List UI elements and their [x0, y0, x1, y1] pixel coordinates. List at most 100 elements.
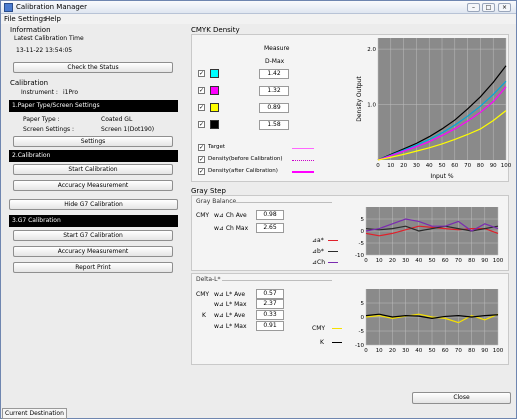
ch-max-label: w⊿ Ch Max	[214, 225, 249, 232]
density-chart-ytick-0: 1.0	[367, 103, 376, 109]
density-chart-series-1	[377, 80, 507, 161]
density-chart-xlabel: Input %	[430, 173, 453, 180]
menu-help[interactable]: Help	[45, 15, 61, 23]
gray-balance-chart-xtick-10: 100	[493, 258, 504, 264]
density-chart-ytick-1: 2.0	[367, 47, 376, 53]
delta-l-chart-xtick-8: 80	[468, 348, 475, 354]
close-icon[interactable]: ×	[498, 3, 511, 12]
delta-l-chart-xtick-3: 30	[402, 348, 409, 354]
report-print-button[interactable]: Report Print	[13, 262, 173, 273]
instrument-value: i1Pro	[63, 89, 79, 96]
density-chart-series-0	[377, 65, 507, 161]
gray-balance-chart-xtick-9: 90	[481, 258, 488, 264]
black-swatch	[210, 120, 219, 129]
density-chart-xtick-2: 20	[400, 163, 407, 169]
cmy-l-max-label: w⊿ L* Max	[214, 301, 247, 308]
delta-l-chart-xtick-6: 60	[442, 348, 449, 354]
density-chart-series-3	[377, 110, 507, 161]
gray-balance-chart-ytick-2: -5	[359, 241, 365, 247]
density-curve-chart: 0 10 20 30 40 50 60 70 80 90 100 1.0 2.0 Input % Den…	[356, 38, 512, 180]
magenta-checkbox[interactable]: ✓	[198, 87, 205, 94]
yellow-checkbox[interactable]: ✓	[198, 104, 205, 111]
menu-settings[interactable]: Settings	[18, 15, 47, 23]
gray-balance-chart-xtick-5: 50	[429, 258, 436, 264]
start-calibration-button[interactable]: Start Calibration	[13, 164, 173, 175]
g7-accuracy-measurement-button[interactable]: Accuracy Measurement	[13, 246, 173, 257]
accuracy-measurement-button[interactable]: Accuracy Measurement	[13, 180, 173, 191]
cmy-legend-line	[332, 328, 342, 329]
cyan-dmax-value: 1.42	[259, 69, 289, 79]
screen-settings-value: Screen 1(Dot190)	[101, 126, 155, 133]
ch-ave-label: w⊿ Ch Ave	[214, 212, 247, 219]
delta-l-chart-xtick-1: 10	[376, 348, 383, 354]
cyan-checkbox[interactable]: ✓	[198, 70, 205, 77]
close-button[interactable]: Close	[412, 392, 511, 404]
density-chart-xtick-5: 50	[439, 163, 446, 169]
cmyk-density-heading: CMYK Density	[191, 26, 240, 34]
density-chart-xtick-8: 80	[477, 163, 484, 169]
yellow-swatch	[210, 103, 219, 112]
gray-balance-chart-xtick-7: 70	[455, 258, 462, 264]
density-chart-xtick-10: 100	[501, 163, 512, 169]
cyan-swatch	[210, 69, 219, 78]
delta-l-chart-xtick-0: 0	[364, 348, 368, 354]
window-title: Calibration Manager	[16, 3, 87, 11]
after-calibration-legend-label: Density(after Calibration)	[208, 168, 278, 174]
gray-balance-chart-xtick-1: 10	[376, 258, 383, 264]
density-chart-series-2	[377, 86, 507, 161]
k-legend-line	[332, 342, 342, 343]
instrument-label: Instrument :	[21, 89, 58, 96]
section-g7-calibration: 3.G7 Calibration	[9, 215, 178, 227]
black-checkbox[interactable]: ✓	[198, 121, 205, 128]
magenta-dmax-value: 1.32	[259, 86, 289, 96]
target-legend-line	[292, 148, 314, 149]
hide-g7-calibration-button[interactable]: Hide G7 Calibration	[9, 199, 178, 210]
delta-l-k-label: K	[202, 312, 206, 319]
dmax-header: D-Max	[265, 58, 285, 65]
settings-button[interactable]: Settings	[13, 136, 173, 147]
measure-header: Measure	[264, 45, 290, 52]
delta-l-chart-ytick-3: -10	[355, 343, 364, 349]
before-calibration-legend-label: Density(before Calibration)	[208, 156, 283, 162]
paper-type-value: Coated GL	[101, 116, 133, 123]
ch-ave-value: 0.98	[256, 210, 284, 220]
density-chart-ylabel: Density Output	[356, 76, 363, 122]
ch-max-value: 2.65	[256, 223, 284, 233]
gray-balance-cmy-label: CMY	[196, 212, 210, 219]
delta-a-legend-label: ⊿a*	[312, 237, 324, 244]
density-chart-xtick-0: 0	[376, 163, 380, 169]
k-legend-label: K	[320, 339, 324, 346]
before-calibration-legend-line	[292, 160, 314, 161]
delta-l-chart-ytick-1: 0	[361, 315, 365, 321]
menu-file[interactable]: File	[4, 15, 16, 23]
gray-balance-heading: Gray Balance	[196, 198, 237, 205]
title-bar: Calibration Manager – □ ×	[1, 1, 516, 14]
menu-bar: File Settings Help	[1, 14, 516, 24]
k-l-max-label: w⊿ L* Max	[214, 323, 247, 330]
check-status-button[interactable]: Check the Status	[13, 62, 173, 73]
k-l-max-value: 0.91	[256, 321, 284, 331]
density-chart-xtick-9: 90	[490, 163, 497, 169]
k-l-ave-value: 0.33	[256, 310, 284, 320]
target-legend-label: Target	[208, 144, 226, 150]
delta-l-cmy-label: CMY	[196, 291, 210, 298]
cmy-l-ave-value: 0.57	[256, 289, 284, 299]
gray-balance-chart-ytick-3: -10	[355, 253, 364, 259]
target-checkbox[interactable]: ✓	[198, 144, 205, 151]
delta-l-chart-xtick-2: 20	[389, 348, 396, 354]
delta-b-legend-label: ⊿b*	[312, 248, 324, 255]
density-chart-xtick-6: 60	[451, 163, 458, 169]
current-destination-tab[interactable]: Current Destination	[2, 408, 67, 419]
delta-a-legend-line	[328, 240, 338, 241]
after-calibration-legend-line	[292, 171, 314, 173]
after-calibration-checkbox[interactable]: ✓	[198, 168, 205, 175]
maximize-icon[interactable]: □	[482, 3, 495, 12]
start-g7-calibration-button[interactable]: Start G7 Calibration	[13, 230, 173, 241]
minimize-icon[interactable]: –	[467, 3, 480, 12]
cmy-l-max-value: 2.37	[256, 299, 284, 309]
black-dmax-value: 1.58	[259, 120, 289, 130]
before-calibration-checkbox[interactable]: ✓	[198, 156, 205, 163]
